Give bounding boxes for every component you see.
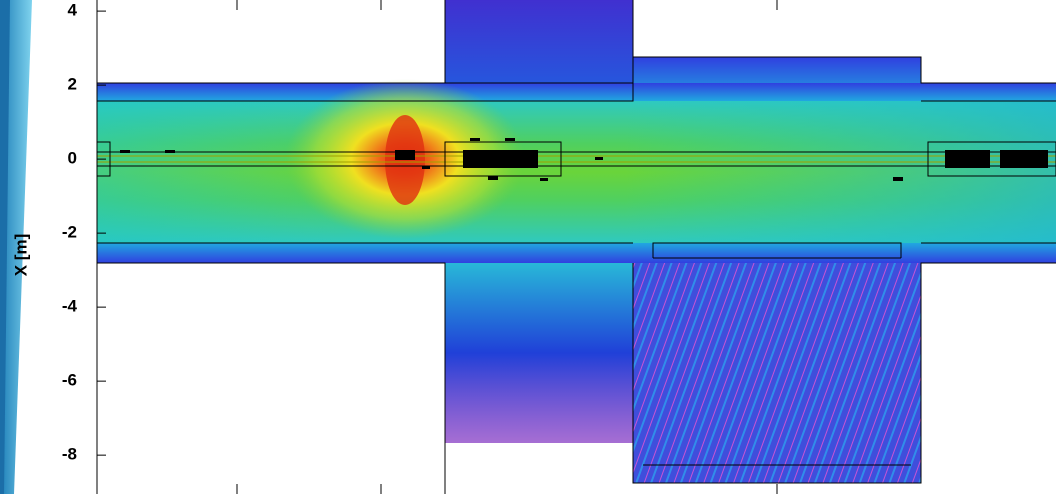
y-tick-label: -4 — [62, 297, 78, 316]
heatmap-field — [97, 0, 1056, 483]
y-tick-label: -8 — [62, 445, 77, 464]
y-tick-label: 2 — [68, 75, 77, 94]
chart: X [m] 4 2 0 -2 -4 -6 -8 — [0, 0, 1056, 494]
y-axis-label: X [m] — [11, 234, 30, 277]
y-tick-label: 4 — [68, 1, 78, 20]
y-tick-label: -2 — [62, 223, 77, 242]
y-tick-label: 0 — [68, 149, 77, 168]
y-tick-label: -6 — [62, 371, 77, 390]
